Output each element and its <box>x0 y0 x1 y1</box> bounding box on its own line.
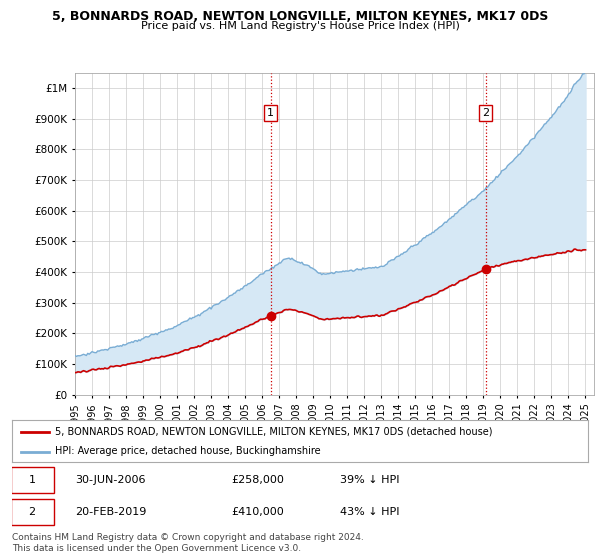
Text: 5, BONNARDS ROAD, NEWTON LONGVILLE, MILTON KEYNES, MK17 0DS: 5, BONNARDS ROAD, NEWTON LONGVILLE, MILT… <box>52 10 548 23</box>
Text: 2: 2 <box>29 507 36 517</box>
Text: HPI: Average price, detached house, Buckinghamshire: HPI: Average price, detached house, Buck… <box>55 446 321 456</box>
Text: £410,000: £410,000 <box>231 507 284 517</box>
Text: 5, BONNARDS ROAD, NEWTON LONGVILLE, MILTON KEYNES, MK17 0DS (detached house): 5, BONNARDS ROAD, NEWTON LONGVILLE, MILT… <box>55 427 493 437</box>
Text: 2: 2 <box>482 108 489 118</box>
FancyBboxPatch shape <box>11 468 54 493</box>
Text: Price paid vs. HM Land Registry's House Price Index (HPI): Price paid vs. HM Land Registry's House … <box>140 21 460 31</box>
Text: 39% ↓ HPI: 39% ↓ HPI <box>340 475 400 486</box>
Text: 20-FEB-2019: 20-FEB-2019 <box>76 507 147 517</box>
Text: 30-JUN-2006: 30-JUN-2006 <box>76 475 146 486</box>
Text: 43% ↓ HPI: 43% ↓ HPI <box>340 507 400 517</box>
Text: £258,000: £258,000 <box>231 475 284 486</box>
Text: 1: 1 <box>267 108 274 118</box>
FancyBboxPatch shape <box>11 499 54 525</box>
Text: Contains HM Land Registry data © Crown copyright and database right 2024.
This d: Contains HM Land Registry data © Crown c… <box>12 533 364 553</box>
Text: 1: 1 <box>29 475 35 486</box>
